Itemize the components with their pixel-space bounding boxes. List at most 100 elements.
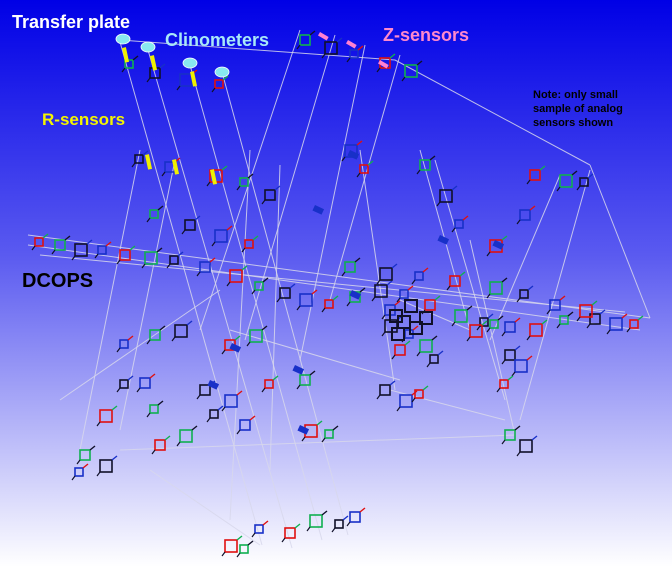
sensor-frame [149, 329, 161, 341]
sensor-frame [414, 271, 424, 281]
sensor-arm [251, 289, 256, 295]
sensor-arm [391, 354, 396, 360]
sensor-frame [379, 267, 393, 281]
sensor-arm [501, 439, 506, 445]
sensor-arm [451, 185, 458, 191]
sensor-arm [356, 172, 361, 178]
sensor-frame [279, 287, 291, 299]
sensor-arm [105, 241, 112, 247]
sensor-arm [281, 537, 286, 543]
clinometer-marker [140, 41, 156, 53]
sensor-arm [132, 55, 139, 61]
sensor-frame [394, 344, 406, 356]
sensor-arm [556, 323, 561, 329]
sensor-arm [141, 263, 146, 269]
clinometer-marker [214, 66, 230, 78]
sensor-block [292, 365, 305, 375]
sensor-arm [211, 87, 216, 93]
sensor-arm [131, 162, 136, 168]
sensor-arm [356, 140, 363, 146]
sensor-frame [419, 159, 431, 171]
sensor-arm [416, 169, 421, 175]
sensor-arm [346, 301, 351, 307]
sensor-frame [609, 317, 623, 331]
laser-line [149, 469, 261, 546]
sensor-arm [481, 320, 488, 326]
laser-line [59, 289, 221, 401]
sensor-arm [262, 277, 269, 283]
sensor-arm [89, 445, 96, 451]
sensor-arm [466, 336, 471, 342]
laser-line [119, 434, 516, 451]
sensor-arm [142, 150, 149, 156]
sensor-arm [177, 251, 184, 257]
sensor-frame [239, 419, 251, 431]
sensor-arm [391, 263, 398, 269]
laser-line [199, 29, 301, 331]
sensor-arm [501, 359, 506, 365]
laser-lines [27, 29, 651, 549]
sensor-frame [424, 299, 436, 311]
z-sensor-marker [346, 39, 357, 49]
sensor-arm [426, 362, 431, 368]
sensor-arm [86, 239, 93, 245]
sensor-arm [226, 281, 231, 287]
sensor-frame [224, 394, 238, 408]
r-sensor-marker [150, 55, 158, 71]
sensor-frame [299, 293, 313, 307]
sensor-arm [116, 259, 121, 265]
sensor-frame [324, 41, 338, 55]
sensor-arm [497, 315, 504, 321]
sensor-frame [254, 524, 264, 534]
sensor-arm [221, 551, 226, 557]
sensor-arm [306, 526, 311, 532]
sensor-block [297, 425, 310, 435]
sensor-arm [301, 436, 306, 442]
sensor-arm [394, 300, 401, 306]
sensor-arm [146, 77, 151, 83]
sensor-frame [179, 429, 193, 443]
note-line: sample of analog [533, 103, 623, 115]
sensor-frame [224, 539, 238, 553]
sensor-arm [396, 406, 401, 412]
sensor-arm [121, 67, 126, 73]
sensor-frame [589, 313, 601, 325]
z-sensor-marker [318, 32, 329, 41]
sensor-arm [501, 277, 508, 283]
sensor-frame [199, 384, 211, 396]
sensor-frame [299, 374, 311, 386]
sensor-arm [241, 247, 246, 253]
sensor-frame [144, 251, 158, 265]
sensor-arm [367, 160, 374, 166]
z-sensor-marker [378, 59, 389, 69]
laser-line [119, 41, 263, 546]
sensor-arm [111, 405, 118, 411]
sensor-arm [176, 441, 181, 447]
sensor-arm [221, 165, 228, 171]
sensor-arm [342, 515, 349, 521]
sensor-frame [229, 269, 243, 283]
sensor-arm [514, 317, 521, 323]
sensor-arm [411, 397, 416, 403]
sensor-arm [71, 475, 76, 481]
sensor-arm [462, 215, 469, 221]
sensor-arm [261, 325, 268, 331]
sensor-frame [184, 219, 196, 231]
sensor-arm [501, 331, 506, 337]
sensor-frame [349, 49, 359, 59]
sensor-frame [264, 189, 276, 201]
sensor-arm [217, 405, 224, 411]
sensor-arm [404, 340, 411, 346]
sensor-arm [234, 335, 241, 341]
sensor-arm [567, 311, 574, 317]
sensor-arm [496, 387, 501, 393]
sensor-arm [587, 173, 594, 179]
sensor-arm [94, 253, 99, 259]
clinometer-marker [115, 33, 131, 45]
sensor-arm [389, 53, 396, 59]
sensor-arm [527, 285, 534, 291]
sensor-arm [516, 219, 521, 225]
sensor-block [437, 234, 450, 245]
sensor-frame [349, 511, 361, 523]
sensor-arm [539, 165, 546, 171]
